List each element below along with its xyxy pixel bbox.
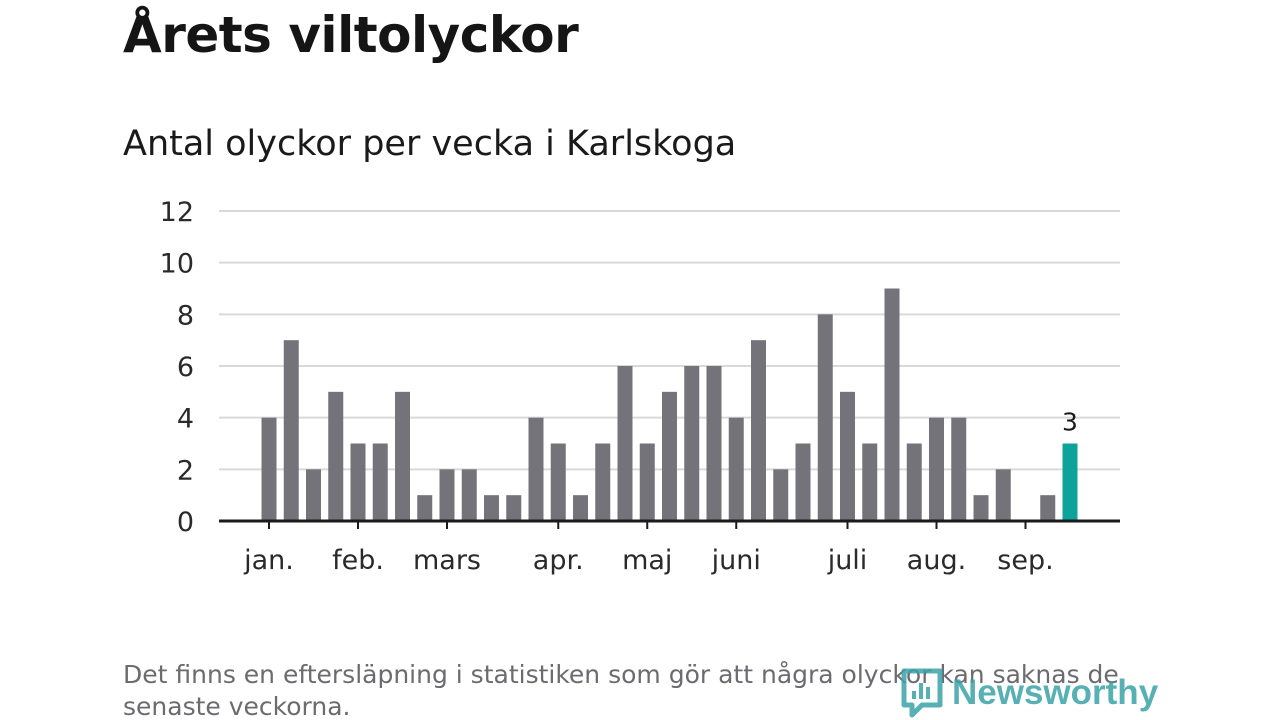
bar xyxy=(283,340,299,521)
y-tick-label: 12 xyxy=(160,197,194,228)
bar xyxy=(484,495,499,521)
bar xyxy=(951,417,967,521)
bar xyxy=(773,469,789,521)
x-axis-ticks: jan. feb. mars apr. maj juni juli aug. sep. xyxy=(243,521,1054,576)
bar xyxy=(662,391,677,521)
newsworthy-logo: Newsworthy xyxy=(900,667,1158,719)
bar xyxy=(506,495,522,521)
bar xyxy=(617,366,633,521)
y-tick-label: 2 xyxy=(177,455,194,486)
bar xyxy=(261,417,277,521)
bar xyxy=(461,469,477,521)
x-tick-label: apr. xyxy=(533,545,584,576)
bar xyxy=(706,366,722,521)
bar xyxy=(728,417,744,521)
footnote: Det finns en eftersläpning i statistiken… xyxy=(123,660,1119,720)
y-axis-ticks: 0 2 4 6 8 10 12 xyxy=(160,197,194,538)
bar xyxy=(350,443,366,521)
x-tick-label: aug. xyxy=(907,545,966,576)
y-tick-label: 6 xyxy=(177,352,194,383)
bars xyxy=(261,288,1078,521)
bar xyxy=(372,443,388,521)
bar xyxy=(684,366,700,521)
x-tick-label: juli xyxy=(827,545,868,576)
x-tick-label: jan. xyxy=(243,545,294,576)
x-tick-label: feb. xyxy=(332,545,384,576)
x-tick-label: sep. xyxy=(997,545,1053,576)
y-tick-label: 8 xyxy=(177,300,194,331)
y-tick-label: 0 xyxy=(177,507,194,538)
bar xyxy=(840,391,855,521)
x-tick-label: juni xyxy=(711,545,761,576)
bar xyxy=(439,469,455,521)
bar xyxy=(573,495,588,521)
bar xyxy=(817,314,833,521)
y-tick-label: 4 xyxy=(177,404,194,435)
bar xyxy=(995,469,1011,521)
newsworthy-logo-icon xyxy=(901,668,943,718)
x-tick-label: maj xyxy=(622,545,672,576)
bar xyxy=(395,391,410,521)
bar xyxy=(595,443,611,521)
y-tick-label: 10 xyxy=(160,249,194,280)
bar xyxy=(884,288,900,521)
bar xyxy=(973,495,989,521)
bar-highlight xyxy=(1062,443,1078,521)
bar xyxy=(795,443,811,521)
bar xyxy=(639,443,655,521)
bar xyxy=(528,417,544,521)
bar xyxy=(328,391,344,521)
bar xyxy=(751,340,766,521)
bar xyxy=(906,443,922,521)
chart-subtitle: Antal olyckor per vecka i Karlskoga xyxy=(123,124,737,164)
bar xyxy=(306,469,321,521)
bar xyxy=(862,443,878,521)
data-label: 3 xyxy=(1062,408,1078,437)
data-labels: 3 xyxy=(1062,408,1078,437)
x-tick-label: mars xyxy=(413,545,481,576)
bar xyxy=(1040,495,1056,521)
bar xyxy=(417,495,433,521)
chart-title: Årets viltolyckor xyxy=(123,6,579,64)
bar xyxy=(550,443,566,521)
newsworthy-logo-text: Newsworthy xyxy=(952,673,1159,712)
bar xyxy=(929,417,944,521)
